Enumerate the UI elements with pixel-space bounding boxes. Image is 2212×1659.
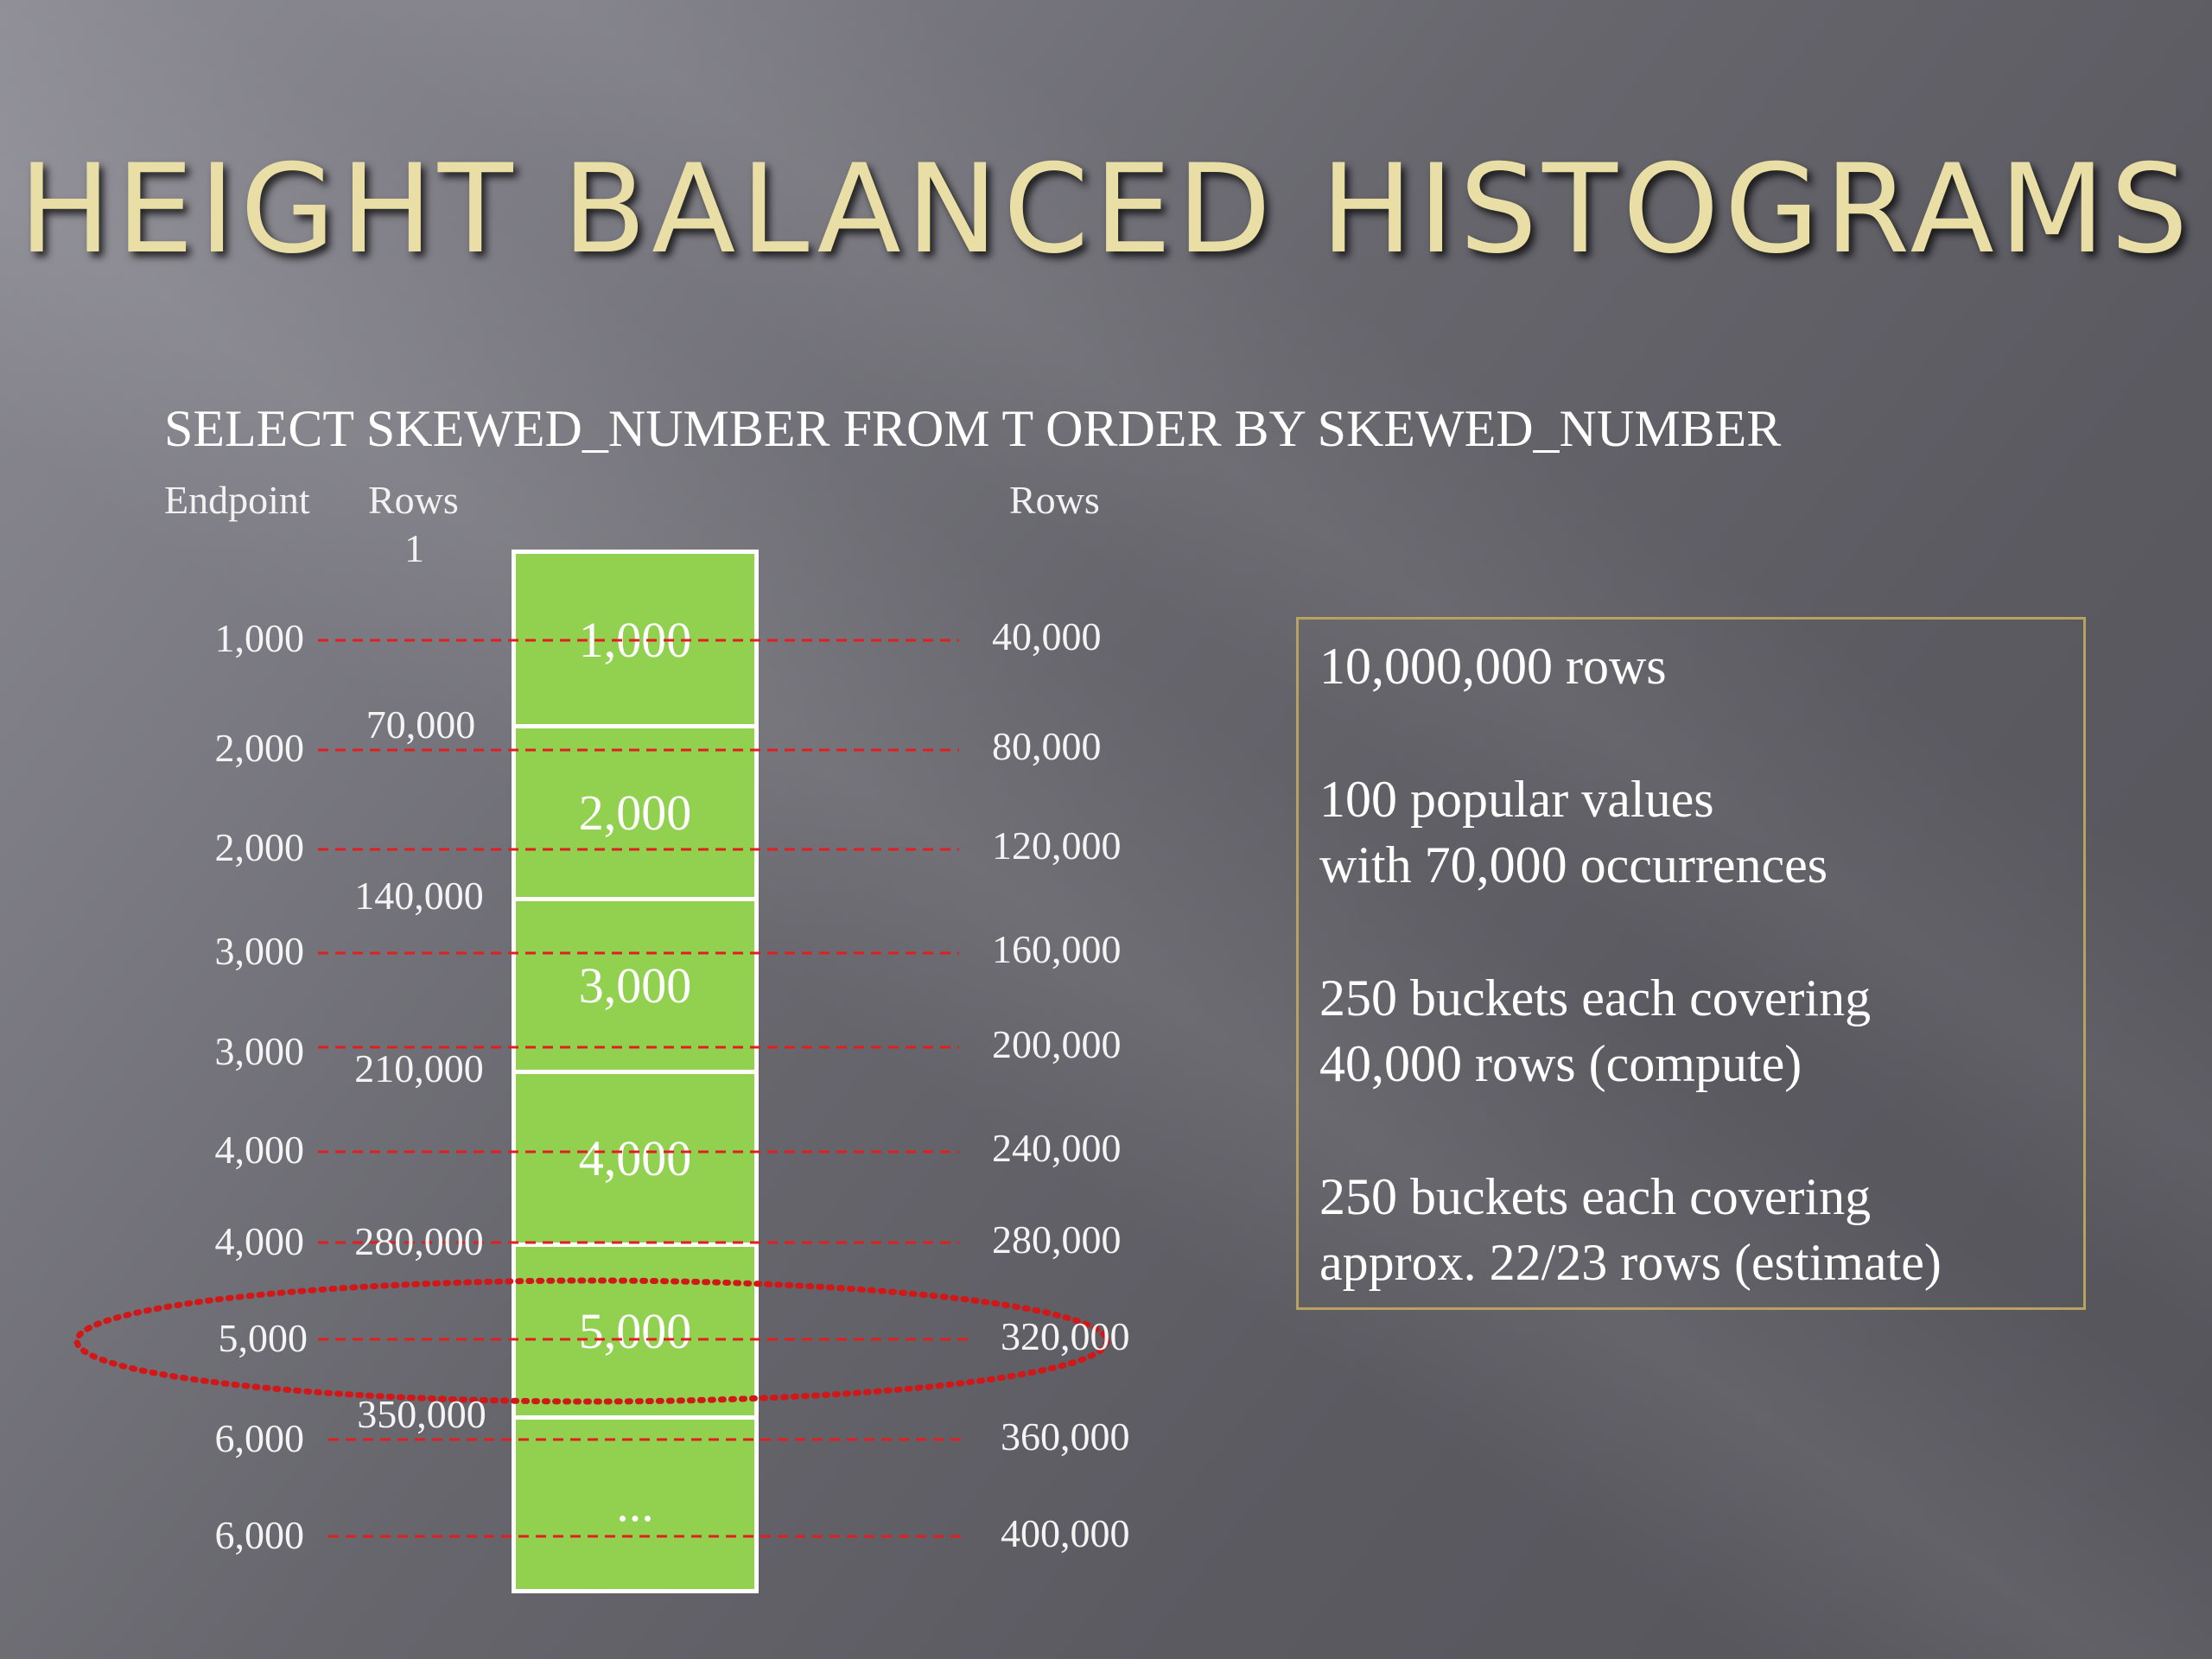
bucket-separator bbox=[516, 724, 754, 728]
endpoint-label: 6,000 bbox=[214, 1513, 305, 1557]
value-boundary-label: 140,000 bbox=[354, 874, 484, 918]
cumulative-rows-label: 360,000 bbox=[1001, 1414, 1130, 1459]
cumulative-rows-label: 160,000 bbox=[992, 927, 1122, 971]
info-estimate-buckets: 250 buckets each covering approx. 22/23 r… bbox=[1319, 1164, 2063, 1295]
cumulative-rows-label: 240,000 bbox=[992, 1126, 1122, 1170]
info-total-rows: 10,000,000 rows bbox=[1319, 633, 2063, 699]
highlight-ellipse bbox=[73, 1277, 1110, 1405]
histogram-bar: 1,000 2,000 3,000 4,000 5,000 ... bbox=[512, 550, 759, 1593]
cumulative-rows-label: 120,000 bbox=[992, 823, 1122, 868]
endpoint-label: 1,000 bbox=[214, 616, 305, 660]
endpoint-header: Endpoint bbox=[164, 478, 310, 522]
info-line: 250 buckets each covering bbox=[1319, 969, 1872, 1027]
info-line: 100 popular values bbox=[1319, 771, 1714, 828]
sql-query: SELECT SKEWED_NUMBER FROM T ORDER BY SKE… bbox=[164, 400, 1782, 457]
value-boundary-label: 70,000 bbox=[365, 702, 476, 747]
endpoint-label: 6,000 bbox=[214, 1416, 305, 1460]
info-line: approx. 22/23 rows (estimate) bbox=[1319, 1234, 1942, 1291]
rows-left-start: 1 bbox=[404, 526, 424, 570]
cumulative-rows-label: 320,000 bbox=[1001, 1314, 1130, 1358]
cumulative-rows-label: 400,000 bbox=[1001, 1511, 1130, 1555]
value-boundary-label: 210,000 bbox=[354, 1046, 484, 1090]
info-box: 10,000,000 rows 100 popular values with 7… bbox=[1296, 617, 2086, 1310]
endpoint-label: 3,000 bbox=[214, 1029, 305, 1073]
endpoint-label: 4,000 bbox=[214, 1128, 305, 1172]
rows-left-header: Rows bbox=[368, 478, 459, 522]
endpoint-label: 3,000 bbox=[214, 929, 305, 973]
bar-segment-label: 4,000 bbox=[578, 1130, 692, 1186]
value-boundary-label: 280,000 bbox=[354, 1219, 484, 1263]
bucket-separator bbox=[516, 1243, 754, 1247]
bar-segment-label: 5,000 bbox=[578, 1303, 692, 1359]
endpoint-label: 2,000 bbox=[214, 726, 305, 770]
bar-segment-label: ... bbox=[616, 1476, 654, 1532]
slide-title: HEIGHT BALANCED HISTOGRAMS bbox=[18, 138, 2194, 281]
info-line: with 70,000 occurrences bbox=[1319, 836, 1828, 893]
bucket-separator bbox=[516, 1070, 754, 1074]
info-popular-values: 100 popular values with 70,000 occurrence… bbox=[1319, 766, 2063, 898]
info-line: 250 buckets each covering bbox=[1319, 1168, 1872, 1225]
cumulative-rows-label: 40,000 bbox=[992, 614, 1102, 658]
value-boundary-label: 350,000 bbox=[357, 1392, 486, 1436]
bar-segment-label: 3,000 bbox=[578, 957, 692, 1014]
bucket-separator bbox=[516, 1415, 754, 1420]
endpoint-label: 2,000 bbox=[214, 825, 305, 869]
info-line: 40,000 rows (compute) bbox=[1319, 1035, 1802, 1092]
rows-right-header: Rows bbox=[1009, 478, 1100, 522]
bar-segment-label: 2,000 bbox=[578, 785, 692, 841]
cumulative-rows-label: 200,000 bbox=[992, 1022, 1122, 1066]
cumulative-rows-label: 80,000 bbox=[992, 724, 1102, 768]
bucket-separator bbox=[516, 897, 754, 901]
endpoint-label: 5,000 bbox=[218, 1316, 308, 1360]
info-line: 10,000,000 rows bbox=[1319, 638, 1667, 695]
endpoint-label: 4,000 bbox=[214, 1219, 305, 1263]
info-compute-buckets: 250 buckets each covering 40,000 rows (co… bbox=[1319, 965, 2063, 1096]
cumulative-rows-label: 280,000 bbox=[992, 1217, 1122, 1262]
